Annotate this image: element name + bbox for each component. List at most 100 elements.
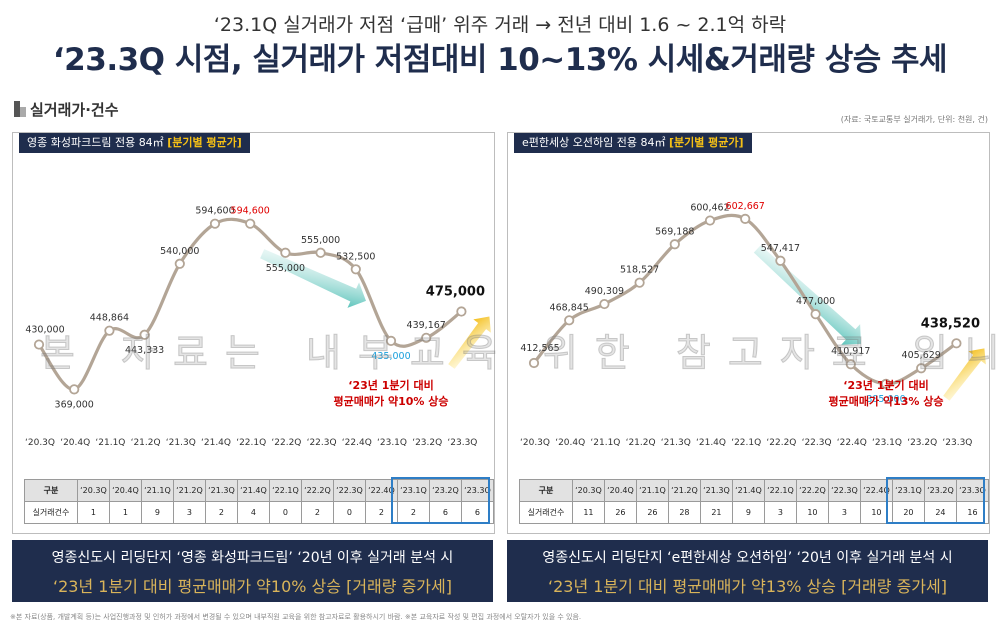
- panel-title-left: 영종 화성파크드림 전용 84㎡: [27, 136, 164, 149]
- data-point: [775, 255, 786, 266]
- x-tick-label: ‘23.2Q: [412, 438, 442, 448]
- data-point: [669, 239, 680, 250]
- x-tick-label: ‘21.1Q: [590, 438, 620, 448]
- x-tick-label: ‘20.3Q: [520, 438, 550, 448]
- table-quarter-cell: ‘22.1Q: [763, 479, 797, 502]
- table-row: 구분 ‘20.3Q ‘20.4Q ‘21.1Q ‘21.2Q ‘21.3Q ‘21.4Q ‘2…: [519, 479, 990, 502]
- table-count-cell: 2: [204, 501, 238, 524]
- table-count-cell: 4: [236, 501, 270, 524]
- x-tick-label: ‘21.3Q: [166, 438, 196, 448]
- table-count-cell: 1: [108, 501, 142, 524]
- data-point: [880, 378, 892, 389]
- table-quarter-cell: ‘20.4Q: [108, 479, 142, 502]
- table-count-cell: 2: [300, 501, 334, 524]
- data-point: [33, 339, 45, 350]
- data-label: 475,000: [426, 285, 485, 300]
- data-point: [174, 258, 185, 269]
- data-point: [315, 247, 326, 258]
- recent-quarters-highlight-left: [391, 477, 490, 524]
- x-tick-label: ‘22.3Q: [802, 438, 832, 448]
- data-label: 555,000: [301, 235, 340, 246]
- table-quarter-cell: ‘22.3Q: [332, 479, 366, 502]
- table-quarter-cell: ‘23.3Q: [955, 479, 990, 502]
- rise-arrow-left: [448, 316, 491, 369]
- summary-line2-right: ‘23년 1분기 대비 평균매매가 약13% 상승 [거래량 증가세]: [548, 577, 947, 596]
- data-label: 602,667: [726, 201, 765, 212]
- summary-box-left: 영종신도시 리딩단지 ‘영종 화성파크드림’ ‘20년 이후 실거래 분석 시 …: [12, 540, 493, 602]
- data-point: [104, 325, 115, 336]
- table-quarter-cell: ‘23.2Q: [923, 479, 957, 502]
- table-count-cell: 0: [268, 501, 302, 524]
- x-tick-label: ‘20.3Q: [25, 438, 55, 448]
- panel-title-right: e편한세상 오션하임 전용 84㎡: [522, 136, 666, 149]
- panel-title-bar-left: 영종 화성파크드림 전용 84㎡ [분기별 평균가]: [19, 133, 250, 153]
- data-label: 540,000: [160, 246, 199, 257]
- panel-title-bar-right: e편한세상 오션하임 전용 84㎡ [분기별 평균가]: [514, 133, 752, 153]
- table-quarter-cell: ‘21.4Q: [236, 479, 270, 502]
- annotation-text-left: ‘23년 1분기 대비: [348, 378, 433, 392]
- data-label: 410,917: [831, 346, 870, 357]
- data-label: 430,000: [25, 325, 64, 336]
- table-quarter-cell: ‘22.3Q: [827, 479, 861, 502]
- line-chart-right: 412,565 468,845 490,309 518,527 569,188 600,4…: [520, 201, 986, 448]
- x-tick-label: ‘21.2Q: [626, 438, 656, 448]
- x-tick-label: ‘22.4Q: [837, 438, 867, 448]
- rise-arrow-right: [943, 348, 986, 401]
- table-row: 실거래건수 11 26 26 28 21 9 3 10 3 10 20 24 16: [519, 501, 990, 524]
- data-point: [810, 309, 821, 320]
- x-tick-label: ‘22.1Q: [731, 438, 761, 448]
- data-point: [528, 357, 540, 369]
- data-label: 439,167: [407, 320, 446, 331]
- table-count-cell: 26: [635, 501, 669, 524]
- data-label: 443,333: [125, 345, 164, 356]
- table-quarter-cell: ‘20.4Q: [603, 479, 637, 502]
- source-note: (자료: 국토교통부 실거래가, 단위: 천원, 건): [840, 115, 988, 124]
- data-label: 369,000: [55, 399, 94, 410]
- x-tick-label: ‘23.3Q: [447, 438, 477, 448]
- x-tick-label: ‘23.3Q: [942, 438, 972, 448]
- x-tick-label: ‘23.1Q: [377, 438, 407, 448]
- table-count-cell: 1: [76, 501, 110, 524]
- count-table-right: 구분 ‘20.3Q ‘20.4Q ‘21.1Q ‘21.2Q ‘21.3Q ‘21.4Q ‘2…: [519, 479, 990, 524]
- table-quarter-cell: ‘21.1Q: [635, 479, 669, 502]
- table-header-label: 구분: [24, 479, 78, 502]
- table-count-cell: 3: [827, 501, 861, 524]
- table-quarter-cell: ‘21.2Q: [667, 479, 701, 502]
- recent-quarters-highlight-right: [886, 477, 985, 524]
- data-point: [280, 247, 291, 258]
- data-point: [209, 218, 221, 229]
- table-count-cell: 26: [603, 501, 637, 524]
- chart-panel-left: 영종 화성파크드림 전용 84㎡ [분기별 평균가] 430,000 369,00…: [12, 132, 495, 534]
- watermark: 본 자료는 내부교육 위한 참고자료 입니다.: [40, 331, 1000, 376]
- x-tick-label: ‘21.2Q: [131, 438, 161, 448]
- data-point: [69, 384, 80, 395]
- line-chart-left: 430,000 369,000 448,864 443,333 540,000 594,6…: [25, 206, 491, 448]
- panel-title-tag-right: [분기별 평균가]: [668, 136, 744, 149]
- page-title: ‘23.3Q 시점, 실거래가 저점대비 10~13% 시세&거래량 상승 추세: [52, 42, 948, 78]
- table-quarter-cell: ‘22.2Q: [795, 479, 829, 502]
- table-quarter-cell: ‘22.2Q: [300, 479, 334, 502]
- table-quarter-cell: ‘22.1Q: [268, 479, 302, 502]
- chart-panel-right: e편한세상 오션하임 전용 84㎡ [분기별 평균가] 412,565 468,8…: [507, 132, 990, 534]
- table-quarter-cell: ‘21.4Q: [731, 479, 765, 502]
- x-tick-label: ‘22.2Q: [766, 438, 796, 448]
- table-row: 구분 ‘20.3Q ‘20.4Q ‘21.1Q ‘21.2Q ‘21.3Q ‘21.4Q ‘2…: [24, 479, 495, 502]
- table-count-cell: 28: [667, 501, 701, 524]
- table-quarter-cell: ‘21.2Q: [172, 479, 206, 502]
- annotation-text-left: 평균매매가 약10% 상승: [334, 394, 449, 408]
- data-label: 490,309: [585, 286, 624, 297]
- data-label: 385,000: [866, 394, 905, 405]
- table-header-label: 구분: [519, 479, 573, 502]
- data-point: [951, 338, 962, 349]
- data-point: [845, 359, 856, 370]
- decline-arrow-left: [260, 249, 366, 308]
- table-count-cell: 10: [859, 501, 893, 524]
- data-point: [245, 218, 256, 229]
- x-tick-label: ‘23.2Q: [907, 438, 937, 448]
- x-tick-label: ‘21.4Q: [696, 438, 726, 448]
- data-label: 435,000: [371, 351, 410, 362]
- data-point: [634, 277, 645, 288]
- annotation-text-right: 평균매매가 약13% 상승: [829, 394, 944, 408]
- data-label: 477,000: [796, 296, 835, 307]
- data-point: [350, 264, 361, 275]
